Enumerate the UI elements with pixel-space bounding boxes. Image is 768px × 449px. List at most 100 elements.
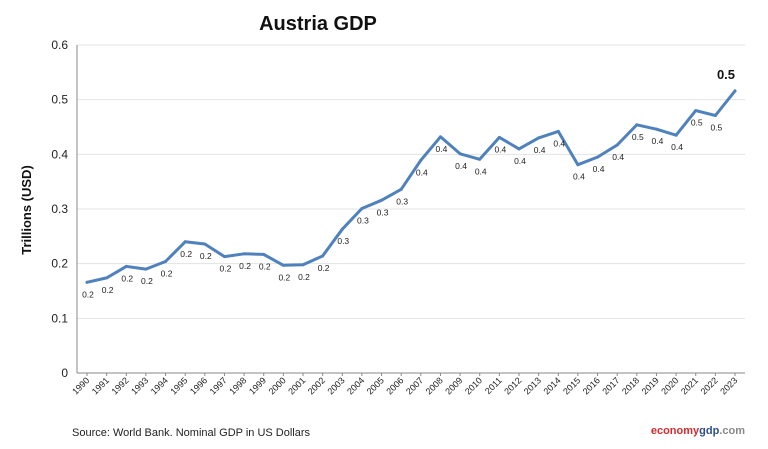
- y-tick-label: 0.5: [51, 93, 68, 107]
- y-tick-label: 0.4: [51, 147, 68, 161]
- x-tick-label: 2015: [561, 375, 582, 396]
- x-tick-label: 2017: [600, 375, 621, 396]
- data-label: 0.4: [514, 156, 526, 166]
- data-point: [340, 227, 344, 231]
- x-tick-label: 2021: [679, 375, 700, 396]
- x-tick-label: 2023: [718, 375, 739, 396]
- data-point: [615, 143, 619, 147]
- x-tick-labels: 1990199119921993199419951996199719981999…: [70, 373, 739, 397]
- data-label: 0.4: [436, 144, 448, 154]
- x-tick-label: 2000: [267, 375, 288, 396]
- x-tick-label: 2009: [443, 375, 464, 396]
- x-tick-label: 2016: [581, 375, 602, 396]
- x-tick-label: 2007: [404, 375, 425, 396]
- source-note: Source: World Bank. Nominal GDP in US Do…: [72, 427, 311, 439]
- data-label: 0.3: [396, 196, 408, 206]
- data-label: 0.2: [278, 272, 290, 282]
- chart-title: Austria GDP: [259, 13, 377, 35]
- data-point: [85, 280, 89, 284]
- x-tick-label: 2002: [306, 375, 327, 396]
- data-label: 0.4: [534, 145, 546, 155]
- data-label: 0.3: [337, 236, 349, 246]
- data-label: 0.2: [141, 276, 153, 286]
- data-label: 0.2: [200, 251, 212, 261]
- data-label: 0.4: [652, 136, 664, 146]
- data-point: [438, 135, 442, 139]
- data-label: 0.2: [121, 273, 133, 283]
- data-point: [694, 109, 698, 113]
- data-label: 0.2: [82, 289, 94, 299]
- data-point: [183, 240, 187, 244]
- data-point: [713, 114, 717, 118]
- y-axis-label: Trillions (USD): [19, 165, 34, 255]
- x-tick-label: 2003: [325, 375, 346, 396]
- data-point: [733, 89, 737, 93]
- data-point: [497, 135, 501, 139]
- x-tick-label: 2013: [522, 375, 543, 396]
- x-tick-label: 2005: [365, 375, 386, 396]
- series-line: [85, 89, 737, 284]
- data-label: 0.4: [612, 152, 624, 162]
- data-point: [556, 129, 560, 133]
- y-tick-label: 0.2: [51, 257, 68, 271]
- brand-logo[interactable]: economygdp.com: [651, 425, 745, 437]
- x-tick-label: 1994: [149, 375, 170, 396]
- data-point: [380, 198, 384, 202]
- data-point: [596, 155, 600, 159]
- data-point: [281, 263, 285, 267]
- data-label: 0.2: [102, 285, 114, 295]
- data-point: [399, 187, 403, 191]
- data-label: 0.4: [573, 172, 585, 182]
- data-label: 0.2: [298, 272, 310, 282]
- y-tick-label: 0.6: [51, 38, 68, 52]
- data-point: [321, 254, 325, 258]
- data-label: 0.4: [671, 142, 683, 152]
- x-tick-label: 1997: [208, 375, 229, 396]
- data-label: 0.4: [593, 164, 605, 174]
- axes: [76, 45, 745, 374]
- data-point: [222, 255, 226, 259]
- data-label: 0.2: [180, 249, 192, 259]
- data-label: 0.4: [494, 144, 506, 154]
- data-point: [478, 157, 482, 161]
- data-label: 0.3: [357, 215, 369, 225]
- data-point: [360, 206, 364, 210]
- data-label: 0.5: [710, 123, 722, 133]
- data-point: [203, 242, 207, 246]
- data-point: [301, 263, 305, 267]
- y-tick-label: 0.3: [51, 202, 68, 216]
- data-label: 0.5: [691, 118, 703, 128]
- data-label: 0.3: [377, 207, 389, 217]
- data-point: [635, 123, 639, 127]
- brand-part-economy: economy: [651, 425, 700, 437]
- x-tick-label: 2018: [620, 375, 641, 396]
- gridlines: [77, 44, 745, 319]
- data-point: [124, 264, 128, 268]
- y-tick-label: 0: [61, 366, 68, 380]
- x-tick-label: 1992: [109, 375, 130, 396]
- data-label: 0.4: [553, 138, 565, 148]
- data-label: 0.2: [239, 261, 251, 271]
- x-tick-label: 2022: [699, 375, 720, 396]
- data-point: [164, 259, 168, 263]
- x-tick-label: 1993: [129, 375, 150, 396]
- data-label: 0.2: [161, 268, 173, 278]
- x-tick-label: 2020: [659, 375, 680, 396]
- data-point: [576, 163, 580, 167]
- brand-part-com: .com: [719, 425, 745, 437]
- data-point: [537, 136, 541, 140]
- data-point: [654, 127, 658, 131]
- data-point: [262, 252, 266, 256]
- data-label: 0.4: [475, 166, 487, 176]
- data-label: 0.2: [220, 264, 232, 274]
- y-tick-labels: 0 0.1 0.2 0.3 0.4 0.5 0.6: [51, 38, 68, 380]
- data-point: [144, 267, 148, 271]
- data-label: 0.2: [318, 263, 330, 273]
- y-tick-label: 0.1: [51, 311, 68, 325]
- data-label: 0.4: [455, 161, 467, 171]
- x-tick-label: 2011: [483, 375, 504, 396]
- data-point: [458, 152, 462, 156]
- x-tick-label: 1996: [188, 375, 209, 396]
- series-gdp: [85, 89, 737, 284]
